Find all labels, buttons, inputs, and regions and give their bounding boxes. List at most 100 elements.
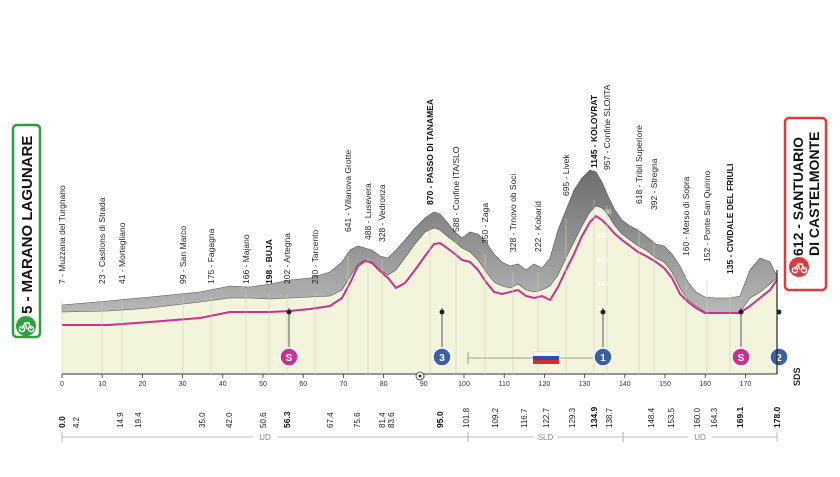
waypoint-label: 152 - Ponte San Quirino xyxy=(702,171,712,262)
km-label: 101.8 xyxy=(462,407,471,428)
km-labels: 0.0 4.2 14.9 19.4 35.0 42.0 50.6 56.3 67.4 75.6 81… xyxy=(57,406,782,428)
km-label: 42.0 xyxy=(225,412,234,428)
km-label: 4.2 xyxy=(72,416,81,428)
waypoint-label: 641 - Villanova Grotte xyxy=(343,150,353,232)
marker-label: 1 xyxy=(600,353,606,364)
axis-tick-label: 0 xyxy=(60,381,64,388)
finish-label-line1: 612 - SANTUARIO xyxy=(790,137,806,256)
profile-line xyxy=(62,214,778,326)
waypoint-label: 166 - Majano xyxy=(241,234,251,284)
marker-label: S xyxy=(738,353,745,364)
waypoint-label: 135 - CIVIDALE DEL FRIULI xyxy=(725,164,735,274)
finish-label-line2: DI CASTELMONTE xyxy=(806,132,822,256)
marker-dot xyxy=(286,309,292,315)
marker-dot xyxy=(439,309,445,315)
slovenia-flag-icon xyxy=(532,351,560,364)
km-label: 116.7 xyxy=(520,408,529,428)
profile-markers: S 3 1 S 2 xyxy=(279,308,789,367)
gpm-marker xyxy=(432,347,452,367)
axis-tick-label: 130 xyxy=(579,381,591,388)
waypoint-label: 870 - PASSO DI TANAMEA xyxy=(425,99,435,205)
waypoint-label: 350 - Zaga xyxy=(480,203,490,244)
axis-tick-label: 10 xyxy=(98,381,106,388)
waypoint-label: 7 - Muzzana del Turgnano xyxy=(57,185,67,284)
start-label: 5 - MARANO LAGUNARE xyxy=(19,136,36,314)
waypoint-label: 1145 - KOLOVRAT xyxy=(589,94,599,168)
waypoint-label: 618 - Tribil Superiore xyxy=(634,125,644,204)
waypoint-label: 202 - Artegna xyxy=(282,233,292,284)
waypoint-label: 957 - Confine SLO/ITA xyxy=(602,84,612,170)
altitude-scale-label: 400 xyxy=(597,281,608,288)
axis-tick-label: 40 xyxy=(219,381,227,388)
waypoint-label: 328 - Trnovo ob Soci xyxy=(508,173,518,252)
axis-tick-label: 160 xyxy=(699,381,711,388)
region-label-bg xyxy=(688,431,712,443)
axis-tick-label: 70 xyxy=(340,381,348,388)
region-label: UD xyxy=(259,433,271,442)
axis-tick-label: 150 xyxy=(659,381,671,388)
region-brackets: UD SLD UD xyxy=(61,431,778,443)
waypoint-label: 23 - Castions di Strada xyxy=(97,197,107,284)
axis-tick-label: 140 xyxy=(619,381,631,388)
km-label: 178.0 xyxy=(772,406,782,428)
altitude-scale-label: 800 xyxy=(597,233,608,240)
km-label: 0.0 xyxy=(57,416,67,428)
slovenia-section xyxy=(467,351,596,364)
marker-label: 2 xyxy=(776,353,782,364)
waypoint-label: 695 - Livek xyxy=(561,154,571,196)
km-label: 50.6 xyxy=(259,412,268,428)
waypoint-label: 488 - Lusevera xyxy=(363,183,373,240)
waypoint-label: 392 - Stregna xyxy=(649,158,659,210)
km-label: 95.0 xyxy=(435,411,445,428)
waypoint-label: 41 - Mortegliano xyxy=(117,222,127,284)
waypoint-label: 160 - Merso di Sopra xyxy=(681,176,691,256)
km-label: 169.1 xyxy=(735,406,745,428)
axis-tick-label: 100 xyxy=(458,381,470,388)
start-badge: 5 - MARANO LAGUNARE xyxy=(11,123,42,339)
region-label-bg xyxy=(253,431,277,443)
axis-tick-label: 120 xyxy=(539,381,551,388)
km-label: 153.5 xyxy=(667,407,676,428)
axis-tick-label: 20 xyxy=(139,381,147,388)
marker-label: 3 xyxy=(439,353,445,364)
marker-label: S xyxy=(286,353,293,364)
km-label: 134.9 xyxy=(589,406,599,428)
sprint-marker xyxy=(279,347,299,367)
axis-tick-label: 50 xyxy=(259,381,267,388)
region-label-bg xyxy=(533,431,558,443)
km-label: 56.3 xyxy=(282,411,292,428)
km-label: 14.9 xyxy=(116,412,125,428)
marker-dot xyxy=(738,309,744,315)
sds-label: SDS xyxy=(792,367,802,386)
region-label: SLD xyxy=(538,433,554,442)
km-label: 35.0 xyxy=(198,412,207,428)
region-label: UD xyxy=(694,433,706,442)
km-label: 160.0 xyxy=(693,407,702,428)
km-label: 109.2 xyxy=(491,407,500,428)
gpm-marker xyxy=(593,347,613,367)
finish-badge: 612 - SANTUARIO DI CASTELMONTE xyxy=(783,116,828,292)
profile-fill xyxy=(62,206,777,374)
waypoint-label: 175 - Fagagna xyxy=(206,228,216,284)
waypoint-label: 198 - BUJA xyxy=(264,239,274,284)
sprint-marker xyxy=(731,347,751,367)
axis-tick-label: 110 xyxy=(499,381,510,388)
waypoint-label: 222 - Kobarid xyxy=(533,201,543,252)
waypoint-label: 328 - Vedronza xyxy=(377,184,387,242)
waypoint-label: 588 - Confine ITA/SLO xyxy=(451,146,461,232)
km-label: 19.4 xyxy=(134,412,143,428)
distance-axis: 0 10 20 30 40 50 60 70 80 90 100 110 120 130 140 150 160… xyxy=(60,371,751,388)
km-label: 148.4 xyxy=(647,407,656,428)
bike-icon xyxy=(18,322,35,333)
km-label: 83.6 xyxy=(387,412,396,428)
altitude-scale-label: 1000 xyxy=(597,209,612,216)
km-label: 138.7 xyxy=(605,407,614,428)
km-label: 75.6 xyxy=(353,412,362,428)
target-dot xyxy=(418,374,422,378)
marker-dot xyxy=(776,309,782,315)
altitude-scale-label: 600 xyxy=(597,257,608,264)
km-label: 164.3 xyxy=(710,407,719,428)
axis-tick-label: 90 xyxy=(420,381,428,388)
waypoint-labels: 7 - Muzzana del Turgnano 23 - Castions di… xyxy=(57,84,735,374)
